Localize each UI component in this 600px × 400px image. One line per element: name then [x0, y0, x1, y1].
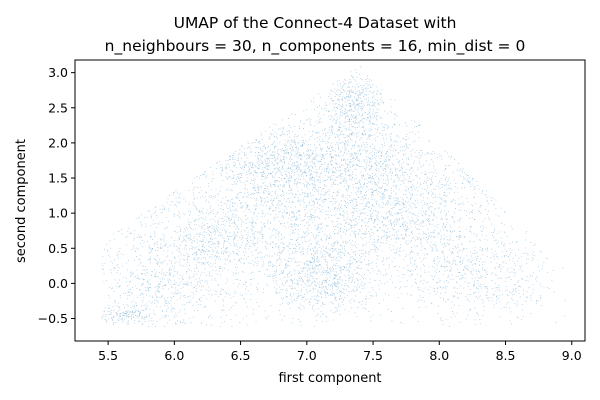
- point-cluster: [102, 108, 541, 327]
- scatter-point-set: [300, 66, 396, 167]
- chart-title-line-2: n_neighbours = 30, n_components = 16, mi…: [105, 37, 526, 56]
- scatter-point-set: [260, 114, 502, 288]
- x-tick-label: 8.0: [429, 348, 449, 363]
- y-tick-label: 0.5: [48, 241, 68, 256]
- x-axis: 5.5 6.0 6.5 7.0 7.5 8.0 8.5 9.0: [98, 341, 582, 363]
- x-tick-label: 6.5: [231, 348, 251, 363]
- y-tick-label: 2.0: [48, 135, 68, 150]
- y-tick-label: −0.5: [38, 311, 68, 326]
- scatter-point-set: [102, 108, 541, 327]
- point-cluster: [192, 109, 390, 227]
- x-tick-label: 9.0: [562, 348, 582, 363]
- plot-frame: [74, 59, 586, 342]
- x-tick-label: 8.5: [496, 348, 516, 363]
- point-cluster: [300, 66, 396, 167]
- scatter-point-set: [101, 305, 175, 328]
- point-cluster: [163, 190, 265, 302]
- point-cluster: [234, 209, 387, 327]
- scatter-point-set: [101, 210, 280, 328]
- point-cluster: [173, 160, 229, 196]
- point-cluster: [360, 183, 566, 327]
- y-axis-label: second component: [14, 139, 29, 263]
- point-cluster: [440, 155, 493, 215]
- x-tick-label: 7.0: [297, 348, 317, 363]
- point-cluster: [101, 305, 175, 328]
- scatter-point-set: [192, 109, 390, 227]
- point-cluster: [265, 91, 446, 212]
- point-cluster: [414, 121, 421, 127]
- point-cluster: [101, 210, 280, 328]
- chart-title-line-1: UMAP of the Connect-4 Dataset with: [174, 14, 457, 32]
- scatter-point-set: [440, 155, 493, 215]
- scatter-point-set: [173, 160, 229, 196]
- scatter-point-set: [360, 183, 566, 327]
- x-axis-label: first component: [278, 371, 381, 386]
- y-tick-label: 3.0: [48, 65, 68, 80]
- y-tick-label: 1.5: [48, 171, 68, 186]
- y-axis: −0.5 0.0 0.5 1.0 1.5 2.0 2.5 3.0: [38, 65, 75, 326]
- y-tick-label: 0.0: [48, 276, 68, 291]
- scatter-point-set: [163, 190, 265, 302]
- x-tick-label: 7.5: [363, 348, 383, 363]
- x-tick-label: 5.5: [98, 348, 118, 363]
- scatter-point-set: [414, 121, 421, 127]
- scatter-point-set: [265, 91, 446, 212]
- y-tick-label: 1.0: [48, 206, 68, 221]
- y-tick-label: 2.5: [48, 100, 68, 115]
- scatter-point-set: [234, 209, 387, 327]
- scatter-points: [101, 66, 566, 328]
- x-tick-label: 6.0: [164, 348, 184, 363]
- point-cluster: [260, 114, 502, 288]
